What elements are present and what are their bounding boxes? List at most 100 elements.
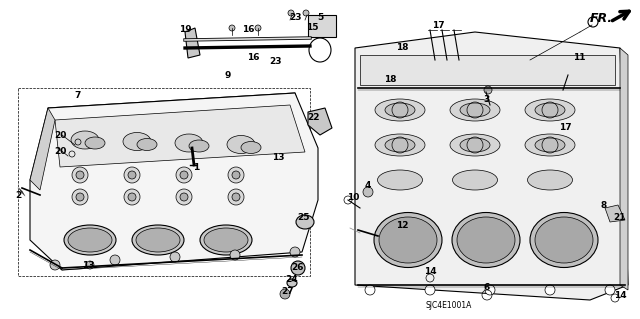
Ellipse shape xyxy=(535,138,565,152)
Circle shape xyxy=(124,189,140,205)
Circle shape xyxy=(545,285,555,295)
Ellipse shape xyxy=(85,137,105,149)
Text: 19: 19 xyxy=(179,26,191,34)
Text: 10: 10 xyxy=(347,194,359,203)
Polygon shape xyxy=(30,108,55,190)
Ellipse shape xyxy=(450,134,500,156)
Ellipse shape xyxy=(452,212,520,268)
Polygon shape xyxy=(605,205,625,222)
Ellipse shape xyxy=(457,217,515,263)
Text: 11: 11 xyxy=(573,54,585,63)
Circle shape xyxy=(605,285,615,295)
Text: 7: 7 xyxy=(75,92,81,100)
Circle shape xyxy=(228,167,244,183)
Circle shape xyxy=(76,193,84,201)
Ellipse shape xyxy=(525,134,575,156)
Ellipse shape xyxy=(241,142,261,153)
Circle shape xyxy=(365,285,375,295)
Ellipse shape xyxy=(204,228,248,252)
Text: 9: 9 xyxy=(225,70,231,79)
Ellipse shape xyxy=(71,131,99,149)
Text: 25: 25 xyxy=(298,213,310,222)
Circle shape xyxy=(228,189,244,205)
Text: 20: 20 xyxy=(54,147,66,157)
Circle shape xyxy=(128,171,136,179)
Circle shape xyxy=(124,167,140,183)
Text: 17: 17 xyxy=(559,123,572,132)
Ellipse shape xyxy=(525,99,575,121)
Ellipse shape xyxy=(378,170,422,190)
Circle shape xyxy=(232,171,240,179)
Circle shape xyxy=(176,189,192,205)
Ellipse shape xyxy=(227,136,255,153)
Polygon shape xyxy=(55,105,305,167)
Ellipse shape xyxy=(450,99,500,121)
Ellipse shape xyxy=(137,138,157,151)
Text: 18: 18 xyxy=(384,76,396,85)
Text: 23: 23 xyxy=(289,13,301,23)
Polygon shape xyxy=(360,55,615,85)
Text: 13: 13 xyxy=(82,261,94,270)
Ellipse shape xyxy=(296,215,314,229)
Text: 5: 5 xyxy=(317,13,323,23)
Polygon shape xyxy=(355,32,628,300)
Ellipse shape xyxy=(535,217,593,263)
Text: 12: 12 xyxy=(396,220,408,229)
Text: 14: 14 xyxy=(614,291,627,300)
Ellipse shape xyxy=(530,212,598,268)
Ellipse shape xyxy=(68,228,112,252)
Ellipse shape xyxy=(64,225,116,255)
Text: 16: 16 xyxy=(247,54,259,63)
Text: 24: 24 xyxy=(285,276,298,285)
Circle shape xyxy=(180,171,188,179)
Text: 14: 14 xyxy=(424,268,436,277)
Circle shape xyxy=(86,261,94,269)
Ellipse shape xyxy=(287,279,297,287)
Circle shape xyxy=(363,187,373,197)
Ellipse shape xyxy=(460,103,490,117)
Circle shape xyxy=(170,252,180,262)
Circle shape xyxy=(72,167,88,183)
Ellipse shape xyxy=(535,103,565,117)
Ellipse shape xyxy=(123,132,151,151)
Text: 16: 16 xyxy=(242,26,254,34)
Text: 21: 21 xyxy=(614,213,627,222)
Circle shape xyxy=(280,289,290,299)
Text: 17: 17 xyxy=(432,21,444,31)
Ellipse shape xyxy=(189,140,209,152)
Circle shape xyxy=(232,193,240,201)
Ellipse shape xyxy=(527,170,573,190)
Ellipse shape xyxy=(452,170,497,190)
Circle shape xyxy=(176,167,192,183)
Text: 3: 3 xyxy=(484,95,490,105)
Text: FR.: FR. xyxy=(590,11,613,25)
Ellipse shape xyxy=(132,225,184,255)
Circle shape xyxy=(50,260,60,270)
Text: 8: 8 xyxy=(601,201,607,210)
Text: 23: 23 xyxy=(269,57,281,66)
Text: 18: 18 xyxy=(396,43,408,53)
Circle shape xyxy=(230,250,240,260)
Circle shape xyxy=(290,247,300,257)
Circle shape xyxy=(229,25,235,31)
Text: 27: 27 xyxy=(282,287,294,296)
Polygon shape xyxy=(30,93,318,270)
Text: 20: 20 xyxy=(54,131,66,140)
Circle shape xyxy=(485,285,495,295)
Text: 4: 4 xyxy=(365,182,371,190)
Ellipse shape xyxy=(385,138,415,152)
Circle shape xyxy=(180,193,188,201)
Text: 6: 6 xyxy=(484,284,490,293)
Ellipse shape xyxy=(200,225,252,255)
Ellipse shape xyxy=(460,138,490,152)
Text: 1: 1 xyxy=(193,164,199,173)
Circle shape xyxy=(110,255,120,265)
Circle shape xyxy=(291,261,305,275)
Polygon shape xyxy=(308,108,332,135)
Circle shape xyxy=(288,10,294,16)
Text: 15: 15 xyxy=(306,24,318,33)
Circle shape xyxy=(484,86,492,94)
Text: 2: 2 xyxy=(15,191,21,201)
Circle shape xyxy=(76,171,84,179)
Circle shape xyxy=(255,25,261,31)
